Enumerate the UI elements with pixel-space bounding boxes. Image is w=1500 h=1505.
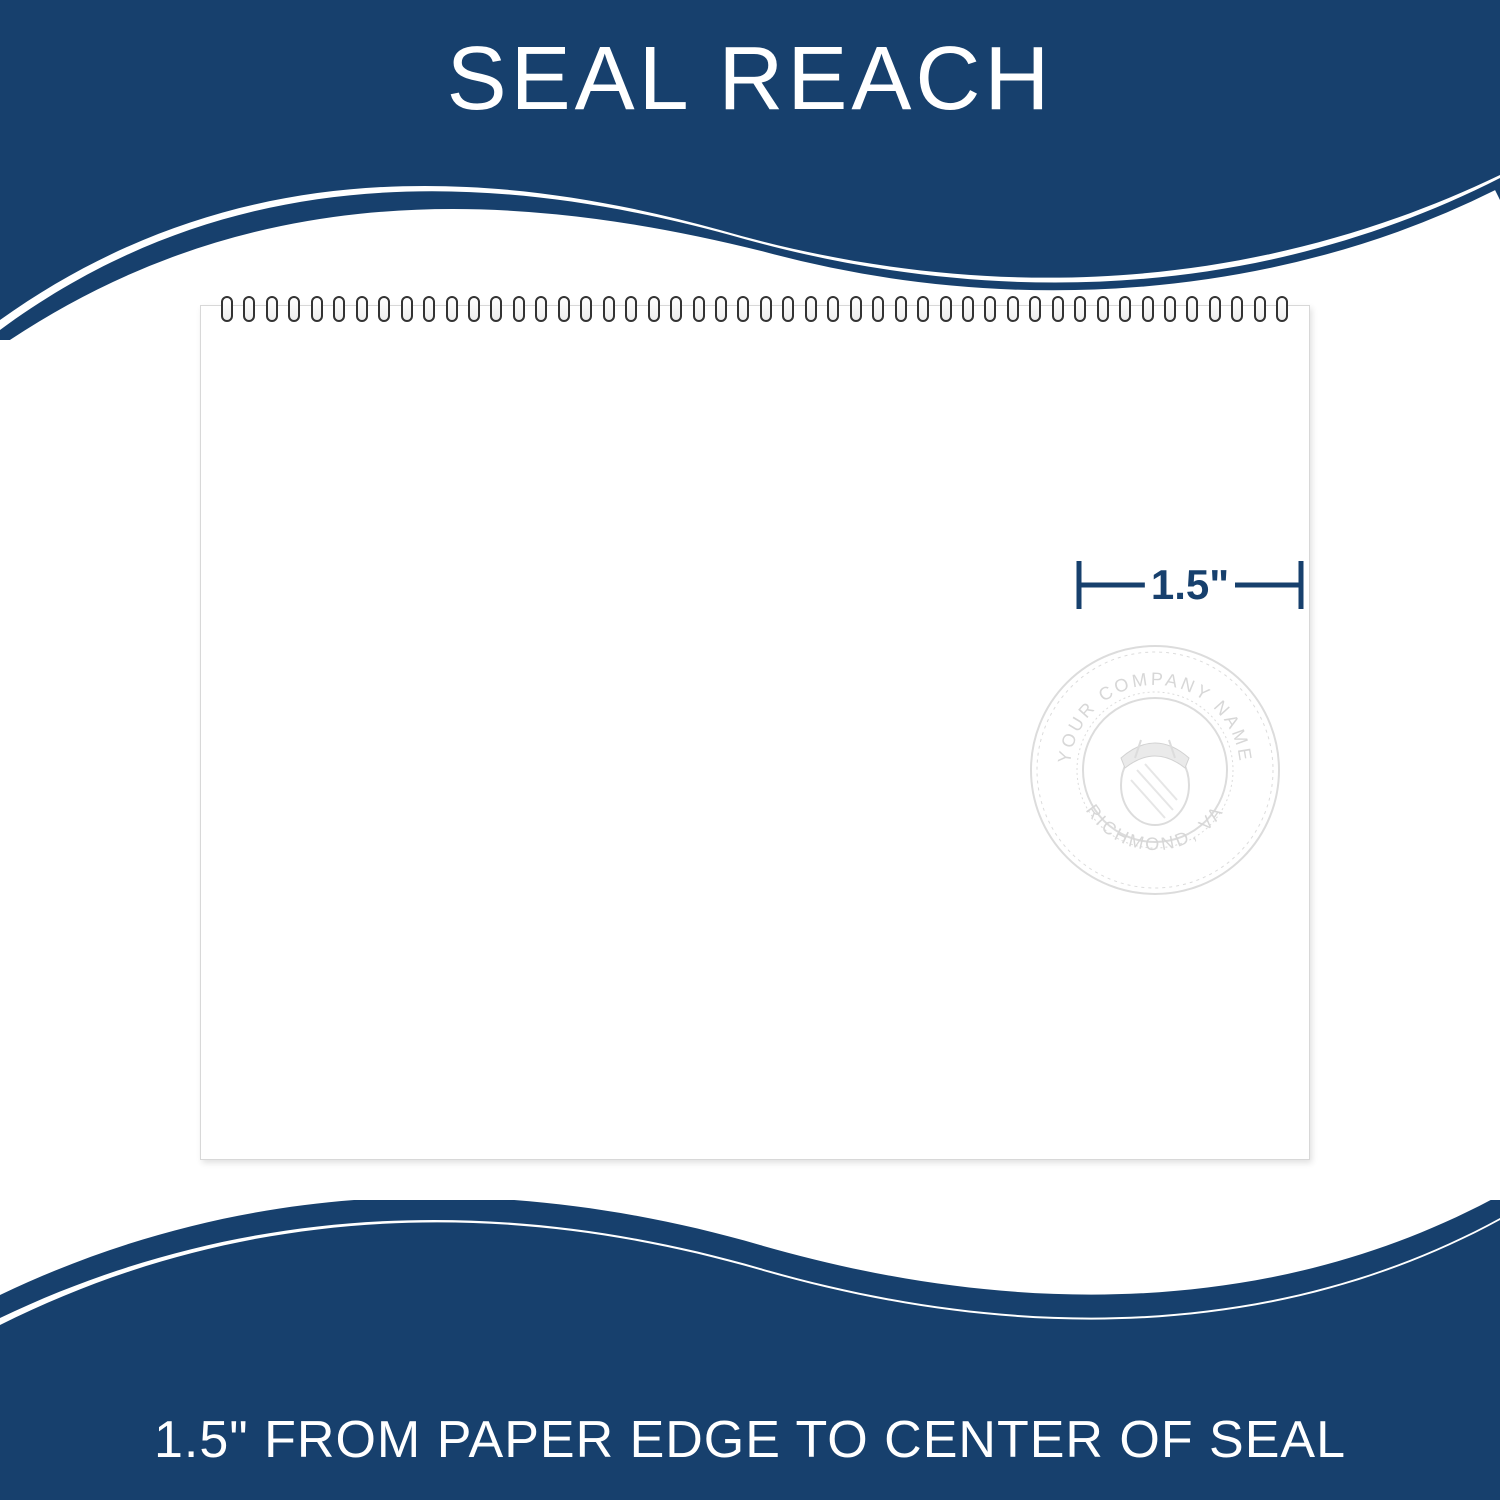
spiral-binding xyxy=(221,296,1289,326)
embossed-seal: YOUR COMPANY NAME RICHMOND, VA xyxy=(1025,640,1285,900)
page-subtitle: 1.5" FROM PAPER EDGE TO CENTER OF SEAL xyxy=(0,1410,1500,1470)
reach-measurement: 1.5" xyxy=(1075,555,1305,615)
seal-bottom-text: RICHMOND, VA xyxy=(1082,801,1228,854)
measurement-label: 1.5" xyxy=(1145,561,1235,609)
page-title: SEAL REACH xyxy=(0,28,1500,131)
